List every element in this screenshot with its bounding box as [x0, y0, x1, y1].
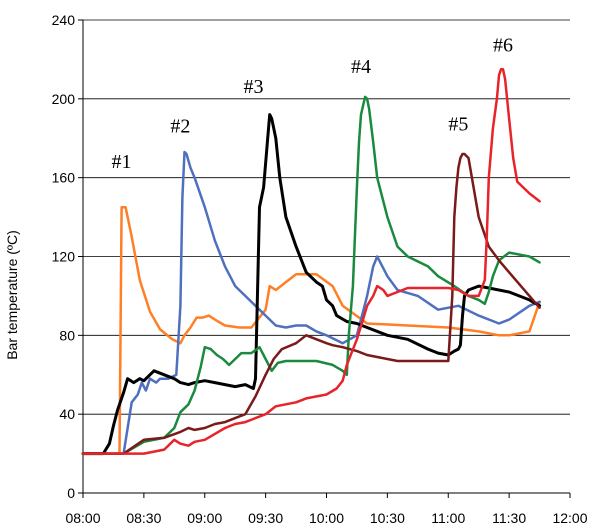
annotation-label: #1: [112, 151, 132, 173]
annotation-label: #6: [493, 35, 513, 57]
x-tick-label: 08:00: [65, 510, 100, 526]
series-line-5: [81, 152, 541, 455]
x-tick-label: 09:30: [248, 510, 283, 526]
annotation-label: #4: [351, 56, 371, 78]
x-tick-label: 09:00: [187, 510, 222, 526]
x-tick-label: 08:30: [126, 510, 161, 526]
annotation-label: #5: [448, 113, 468, 135]
gridlines: [78, 19, 570, 494]
x-tick-label: 10:00: [309, 510, 344, 526]
y-tick-label: 160: [52, 170, 76, 186]
y-tick-label: 0: [67, 485, 75, 501]
y-axis-label: Bar temperature (ºC): [4, 230, 20, 360]
y-tick-labels: 0 40 80 120 160 200 240: [52, 12, 76, 501]
series-line-2: [81, 150, 541, 455]
y-tick-label: 200: [52, 91, 76, 107]
x-tick-label: 12:00: [552, 510, 587, 526]
x-tick-label: 11:30: [492, 510, 526, 526]
x-tick-label: 11:00: [431, 510, 465, 526]
annotation-label: #2: [170, 115, 190, 137]
series-line-3: [81, 113, 542, 456]
y-tick-label: 80: [59, 327, 75, 343]
series-lines: [81, 68, 542, 456]
annotations: #1 #2 #3 #4 #5 #6: [112, 35, 513, 173]
x-tick-label: 10:30: [370, 510, 405, 526]
x-tick-labels: 08:00 08:30 09:00 09:30 10:00 10:30 11:00 11:30…: [65, 493, 588, 526]
y-tick-label: 240: [52, 12, 76, 28]
series-line-1: [81, 205, 541, 455]
y-tick-label: 120: [52, 249, 76, 265]
annotation-label: #3: [243, 76, 263, 98]
y-tick-label: 40: [59, 406, 75, 422]
series-line-6: [81, 68, 541, 455]
